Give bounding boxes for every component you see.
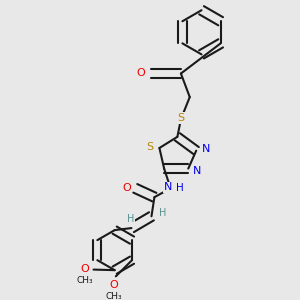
Text: O: O (137, 68, 146, 78)
Text: S: S (146, 142, 154, 152)
Text: O: O (122, 183, 131, 193)
Text: CH₃: CH₃ (105, 292, 122, 300)
Text: H: H (159, 208, 166, 218)
Text: O: O (109, 280, 118, 290)
Text: S: S (177, 113, 184, 123)
Text: N: N (193, 166, 201, 176)
Text: N: N (202, 144, 210, 154)
Text: H: H (176, 183, 184, 193)
Text: CH₃: CH₃ (76, 276, 93, 285)
Text: N: N (164, 182, 172, 192)
Text: H: H (127, 214, 134, 224)
Text: O: O (80, 264, 89, 274)
